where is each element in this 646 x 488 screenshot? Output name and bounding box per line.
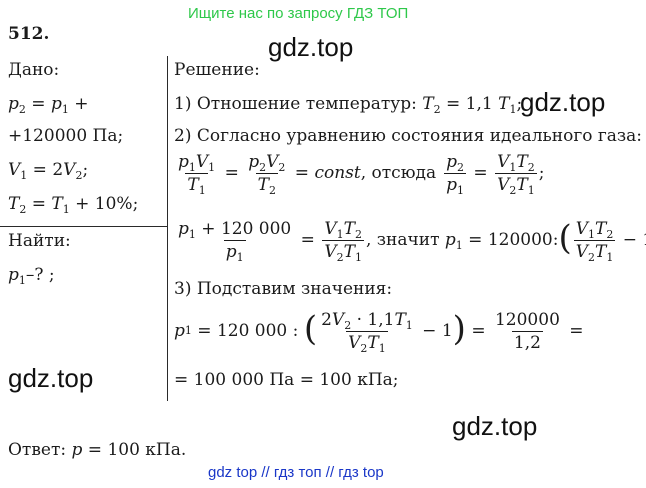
- solution-result: = 100 000 Па = 100 кПа;: [174, 370, 399, 390]
- fraction: p2 p1: [444, 151, 466, 197]
- fraction: 2V2 · 1,1T1 V2T1: [321, 309, 413, 355]
- watermark: gdz.top: [268, 32, 354, 62]
- then-word: , отсюда: [360, 163, 437, 183]
- watermark: gdz.top: [452, 411, 538, 441]
- given-line: T2 = T1 + 10%;: [8, 194, 139, 216]
- find-heading: Найти:: [8, 231, 71, 251]
- fraction: 120000 1,2: [494, 309, 560, 353]
- fraction: V1T2 V2T1: [573, 218, 616, 264]
- footer-links: gdz top // гдз топ // гдз top: [208, 464, 384, 481]
- then-word: , значит: [365, 230, 440, 250]
- watermark: gdz.top: [8, 363, 94, 393]
- given-find-divider: [0, 226, 168, 228]
- given-line: +120000 Па;: [8, 126, 124, 146]
- solution-step-1: 1) Отношение температур: T2 = 1,1 T1;: [174, 94, 523, 116]
- find-line: p1–? ;: [8, 265, 55, 287]
- equation-p1: p1 + 120 000 p1 = V1T2 V2T1 , значит p1 = …: [178, 218, 646, 264]
- solution-step-2: 2) Согласно уравнению состояния идеально…: [174, 126, 643, 146]
- const-term: const: [314, 163, 361, 183]
- watermark: gdz.top: [520, 87, 606, 117]
- fraction: p2V2 T2: [248, 151, 286, 197]
- fraction: V1T2 V2T1: [495, 151, 537, 197]
- given-heading: Дано:: [8, 60, 60, 80]
- fraction: p1 + 120 000 p1: [178, 218, 292, 264]
- problem-number: 512.: [8, 24, 50, 44]
- equation-state: p1V1 T1 = p2V2 T2 = const , отсюда p2 p1 = …: [178, 151, 545, 197]
- given-line: V1 = 2V2;: [8, 160, 89, 182]
- column-divider: [167, 56, 169, 401]
- solution-step-3: 3) Подставим значения:: [174, 279, 393, 299]
- fraction: p1V1 T1: [178, 151, 216, 197]
- header-banner: Ищите нас по запросу ГДЗ ТОП: [188, 5, 409, 22]
- solution-heading: Решение:: [174, 60, 260, 80]
- fraction: V1T2 V2T1: [322, 218, 364, 264]
- answer: Ответ: p = 100 кПа.: [8, 440, 187, 460]
- given-line: p2 = p1 +: [8, 94, 89, 116]
